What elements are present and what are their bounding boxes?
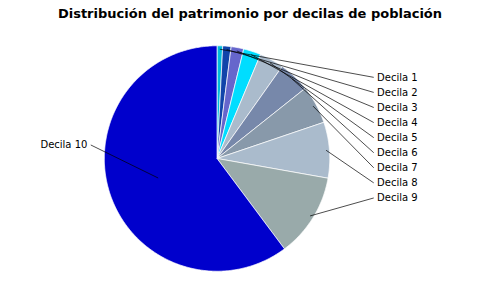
svg-text:Decila 5: Decila 5 [377, 132, 418, 143]
svg-text:Decila 6: Decila 6 [377, 147, 418, 158]
svg-text:Decila 7: Decila 7 [377, 162, 418, 173]
svg-text:Decila 3: Decila 3 [377, 102, 418, 113]
svg-text:Decila 9: Decila 9 [377, 192, 418, 203]
svg-text:Decila 4: Decila 4 [377, 117, 418, 128]
svg-text:Decila 10: Decila 10 [40, 139, 87, 150]
html-text:Distribución del patrimonio po: Distribución del patrimonio por decilas … [57, 6, 443, 21]
svg-text:Decila 2: Decila 2 [377, 87, 418, 98]
svg-text:Decila 8: Decila 8 [377, 177, 418, 188]
svg-text:Decila 1: Decila 1 [377, 72, 418, 83]
